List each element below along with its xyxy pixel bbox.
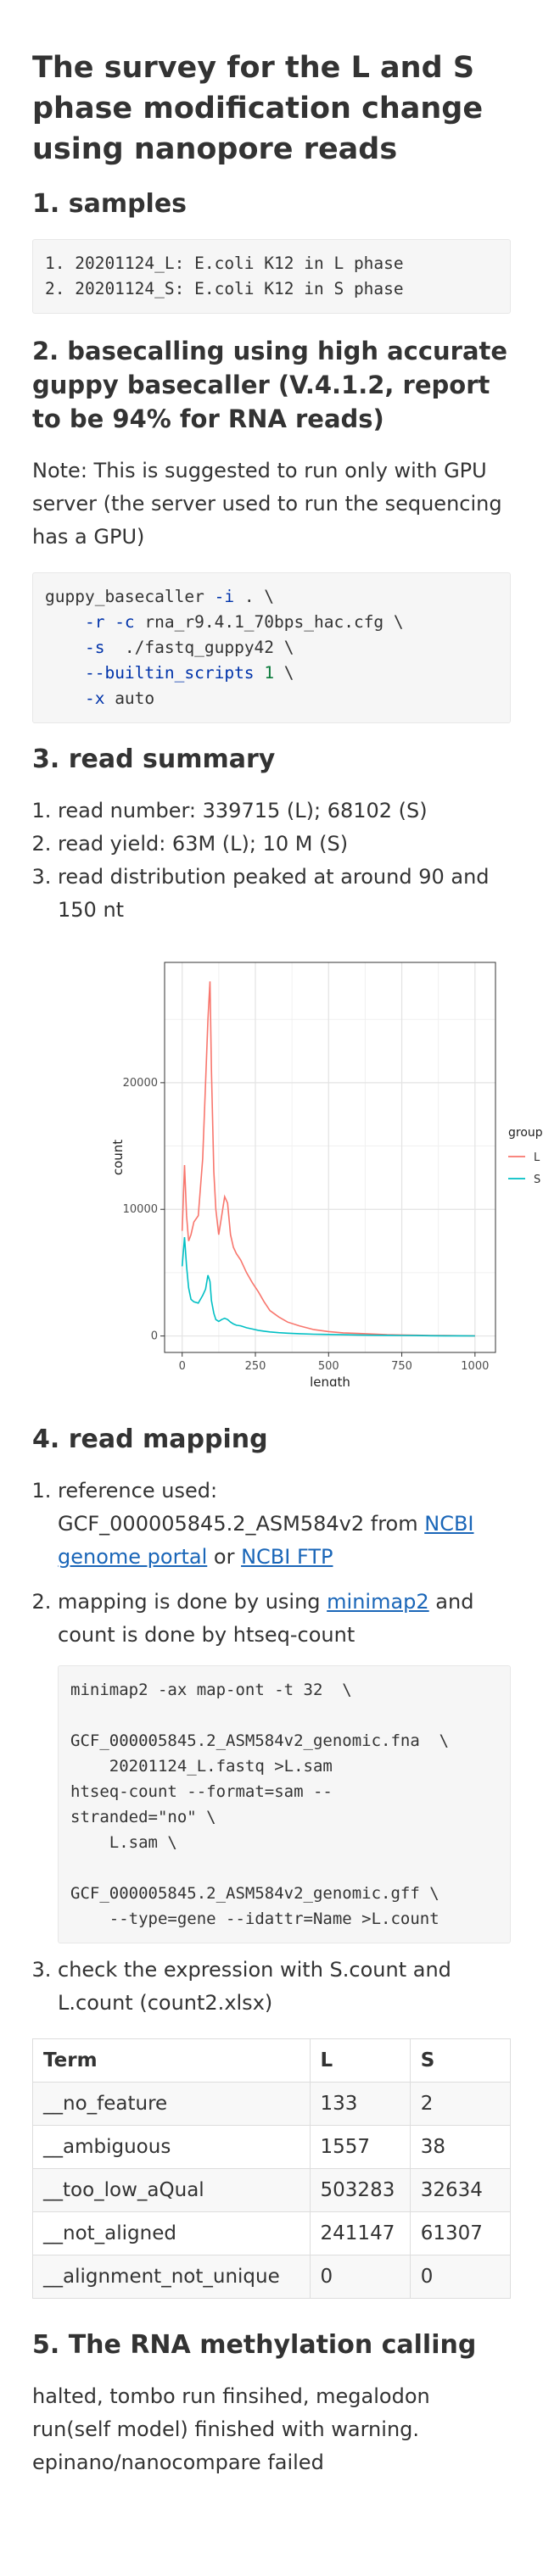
table-cell: 61307 (409, 2211, 512, 2255)
x-tick-label: 250 (245, 1360, 266, 1373)
ncbi-genome-portal-link[interactable]: NCBI genome portal (58, 1512, 474, 1569)
code-token: guppy_basecaller (45, 587, 204, 606)
list-item: check the expression with S.count and L.… (58, 1954, 511, 2020)
y-tick-label: 0 (151, 1330, 158, 1343)
table-cell: __not_aligned (32, 2211, 311, 2255)
code-line: GCF_000005845.2_ASM584v2_genomic.gff \ (70, 1884, 439, 1903)
section-heading-read-mapping: 4. read mapping (32, 1425, 268, 1454)
code-token: rna_r9.4.1_70bps_hac.cfg \ (134, 612, 404, 632)
code-token: -i (214, 587, 235, 606)
list-item: read yield: 63M (L); 10 M (S) (58, 828, 511, 861)
basecalling-code-block: guppy_basecaller -i . \ -r -c rna_r9.4.1… (32, 572, 511, 723)
table-cell: __too_low_aQual (32, 2168, 311, 2212)
count-table: Term L S __no_feature 133 2 __ambiguous 155… (32, 2038, 512, 2299)
x-axis-title: length (310, 1374, 350, 1386)
read-mapping-list: reference used: GCF_000005845.2_ASM584v2… (32, 1475, 511, 2020)
table-row: __not_aligned 241147 61307 (32, 2211, 512, 2255)
code-line: 20201124_L.fastq >L.sam (70, 1757, 333, 1776)
list-item: read number: 339715 (L); 68102 (S) (58, 795, 511, 828)
table-cell: 241147 (309, 2211, 411, 2255)
table-cell: 133 (309, 2082, 411, 2126)
x-tick-label: 500 (318, 1360, 339, 1373)
list-item-text: mapping is done by using (58, 1590, 327, 1614)
x-tick-label: 0 (179, 1360, 186, 1373)
list-item: read distribution peaked at around 90 an… (58, 861, 511, 927)
x-tick-label: 750 (391, 1360, 412, 1373)
table-cell: 32634 (409, 2168, 512, 2212)
y-axis-title: count (110, 1140, 126, 1175)
column-header-s: S (409, 2038, 512, 2083)
read-length-chart: 0 250 500 750 1000 0 10000 20000 length count grou… (80, 945, 543, 1390)
table-row: __too_low_aQual 503283 32634 (32, 2168, 512, 2212)
table-header-row: Term L S (32, 2038, 512, 2083)
chart-svg: 0 250 500 750 100001000020000lengthcountgrou… (110, 962, 543, 1390)
table-row: __no_feature 133 2 (32, 2082, 512, 2126)
table-cell: 0 (409, 2255, 512, 2299)
table-cell: __ambiguous (32, 2125, 311, 2169)
section-heading-read-summary: 3. read summary (32, 744, 276, 774)
table-cell: 38 (409, 2125, 512, 2169)
table-cell: 503283 (309, 2168, 411, 2212)
document: The survey for the L and S phase modific… (0, 0, 543, 2479)
code-token: . \ (234, 587, 275, 606)
y-tick-label: 20000 (123, 1077, 158, 1090)
code-token: -x (84, 689, 105, 708)
code-token: auto (104, 689, 155, 708)
code-line: GCF_000005845.2_ASM584v2_genomic.fna \ (70, 1731, 450, 1750)
list-item: mapping is done by using minimap2 and co… (58, 1586, 511, 1943)
table-cell: __alignment_not_unique (32, 2255, 311, 2299)
section-heading-methylation: 5. The RNA methylation calling (32, 2330, 477, 2360)
table-cell: 2 (409, 2082, 512, 2126)
code-token: -r -c (84, 612, 135, 632)
code-line: minimap2 -ax map-ont -t 32 \ (70, 1681, 352, 1699)
code-line: 1. 20201124_L: E.coli K12 in L phase (45, 254, 404, 273)
table-cell: 0 (309, 2255, 411, 2299)
code-token: \ (274, 663, 294, 683)
list-item-text: reference used: GCF_000005845.2_ASM584v2… (58, 1479, 425, 1536)
column-header-term: Term (32, 2038, 311, 2083)
table-cell: 1557 (309, 2125, 411, 2169)
code-token: -s (84, 638, 105, 657)
page-title: The survey for the L and S phase modific… (32, 51, 484, 166)
legend-label-S: S (534, 1174, 540, 1186)
section-heading-samples: 1. samples (32, 189, 188, 219)
minimap2-link[interactable]: minimap2 (327, 1590, 429, 1614)
list-item-text: or (207, 1545, 242, 1569)
mapping-code-block: minimap2 -ax map-ont -t 32 \ GCF_0000058… (58, 1665, 511, 1943)
samples-code-block: 1. 20201124_L: E.coli K12 in L phase 2. … (32, 239, 511, 314)
list-item: reference used: GCF_000005845.2_ASM584v2… (58, 1475, 511, 1574)
ncbi-ftp-link[interactable]: NCBI FTP (241, 1545, 333, 1569)
read-summary-list: read number: 339715 (L); 68102 (S) read … (32, 795, 511, 927)
code-token: 1 (264, 663, 275, 683)
list-item-text: and count is done by htseq-count (58, 1590, 474, 1647)
code-token: --builtin_scripts (84, 663, 255, 683)
table-cell: __no_feature (32, 2082, 311, 2126)
code-line: stranded="no" \ (70, 1808, 216, 1826)
code-line: L.sam \ (70, 1833, 177, 1852)
y-tick-label: 10000 (123, 1203, 158, 1216)
code-token: ./fastq_guppy42 \ (104, 638, 294, 657)
column-header-l: L (309, 2038, 411, 2083)
table-row: __ambiguous 1557 38 (32, 2125, 512, 2169)
plot-border (164, 962, 496, 1353)
basecalling-note: Note: This is suggested to run only with… (32, 459, 502, 549)
code-line: 2. 20201124_S: E.coli K12 in S phase (45, 279, 404, 298)
series-line-S (181, 1237, 475, 1337)
legend-label-L: L (534, 1151, 540, 1164)
section-heading-basecalling: 2. basecalling using high accurate guppy… (32, 337, 508, 433)
plot-panel (164, 962, 496, 1353)
x-tick-label: 1000 (461, 1360, 489, 1373)
methylation-text: halted, tombo run finsihed, megalodon ru… (32, 2384, 430, 2474)
legend-title: group (508, 1126, 543, 1140)
code-line: htseq-count --format=sam -- (70, 1782, 333, 1801)
series-line-L (181, 981, 475, 1337)
table-row: __alignment_not_unique 0 0 (32, 2255, 512, 2299)
code-line: --type=gene --idattr=Name >L.count (70, 1910, 439, 1928)
